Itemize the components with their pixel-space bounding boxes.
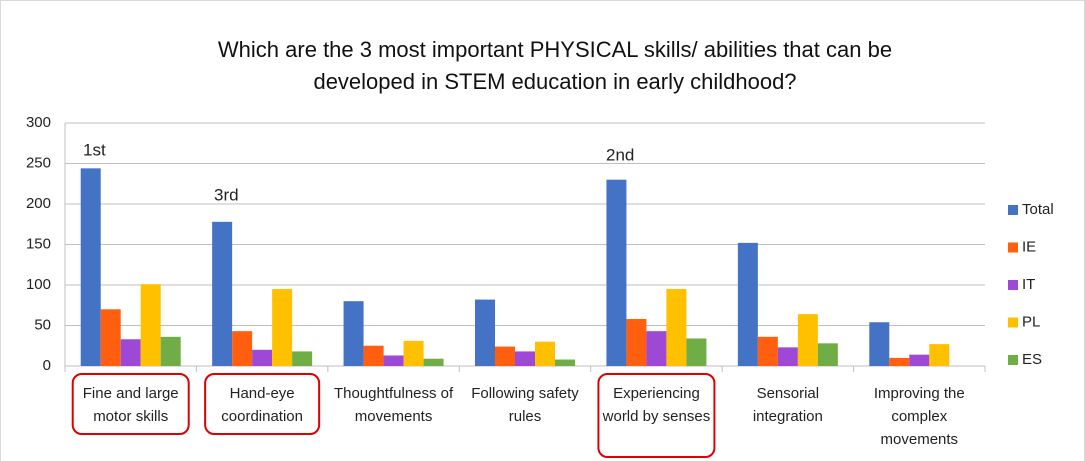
bar — [817, 343, 838, 366]
bar — [757, 336, 778, 366]
bar — [555, 359, 575, 366]
bar — [80, 168, 101, 366]
bar — [252, 349, 273, 366]
bar — [737, 242, 758, 366]
highlight-box — [204, 373, 321, 435]
x-tick-label: Hand-eye coordination — [221, 385, 303, 425]
bar — [686, 338, 707, 366]
y-tick-label: 250 — [26, 154, 51, 171]
bar — [272, 289, 293, 366]
legend-label: PL — [1022, 313, 1040, 330]
y-tick-label: 150 — [26, 235, 51, 252]
annotation: 2nd — [606, 145, 634, 164]
x-tick-label: Thoughtfulness of movements — [333, 385, 454, 425]
bar — [343, 301, 364, 366]
x-tick-label: Improving the complex movements — [873, 385, 965, 448]
legend-label: IE — [1022, 238, 1036, 255]
y-tick-label: 50 — [34, 316, 51, 333]
legend-swatch — [1008, 242, 1018, 253]
x-tick-label: Sensorial integration — [752, 385, 823, 425]
bar — [515, 351, 535, 366]
bar — [535, 341, 555, 366]
legend-label: IT — [1022, 276, 1035, 293]
bar — [606, 179, 627, 366]
y-tick-label: 200 — [26, 195, 51, 212]
legend-label: ES — [1022, 351, 1042, 368]
bar — [423, 358, 444, 366]
bar — [797, 314, 818, 366]
bar — [100, 309, 121, 366]
bar — [160, 336, 181, 366]
legend-swatch — [1008, 317, 1018, 328]
legend-swatch — [1008, 280, 1018, 290]
bar — [475, 299, 495, 366]
bar — [889, 357, 910, 366]
bar — [666, 289, 687, 366]
bar — [495, 346, 515, 366]
y-tick-label: 300 — [26, 114, 51, 131]
bar — [626, 319, 647, 366]
x-tick-label: Following safety rules — [471, 385, 579, 425]
highlight-box — [71, 373, 190, 435]
bar — [403, 340, 424, 366]
bar — [212, 221, 233, 366]
bar — [232, 331, 253, 366]
legend-swatch — [1008, 355, 1018, 365]
annotation: 3rd — [214, 185, 239, 204]
highlight-box — [597, 373, 716, 458]
bar — [909, 354, 930, 366]
bar — [646, 331, 667, 366]
bar — [140, 284, 161, 366]
annotation: 1st — [83, 140, 106, 159]
y-tick-label: 100 — [26, 276, 51, 293]
bar — [292, 351, 313, 366]
bar — [383, 355, 404, 366]
x-tick-label: Fine and large motor skills — [82, 385, 179, 425]
bar — [777, 347, 798, 366]
bar — [929, 344, 950, 366]
bar — [869, 322, 890, 366]
chart-title: Which are the 3 most important PHYSICAL … — [217, 37, 893, 94]
bar — [120, 339, 141, 366]
y-tick-label: 0 — [43, 357, 51, 374]
legend-swatch — [1008, 205, 1018, 215]
legend-label: Total — [1022, 201, 1054, 218]
x-tick-label: Experiencing world by senses — [602, 385, 711, 425]
bar — [363, 345, 384, 366]
